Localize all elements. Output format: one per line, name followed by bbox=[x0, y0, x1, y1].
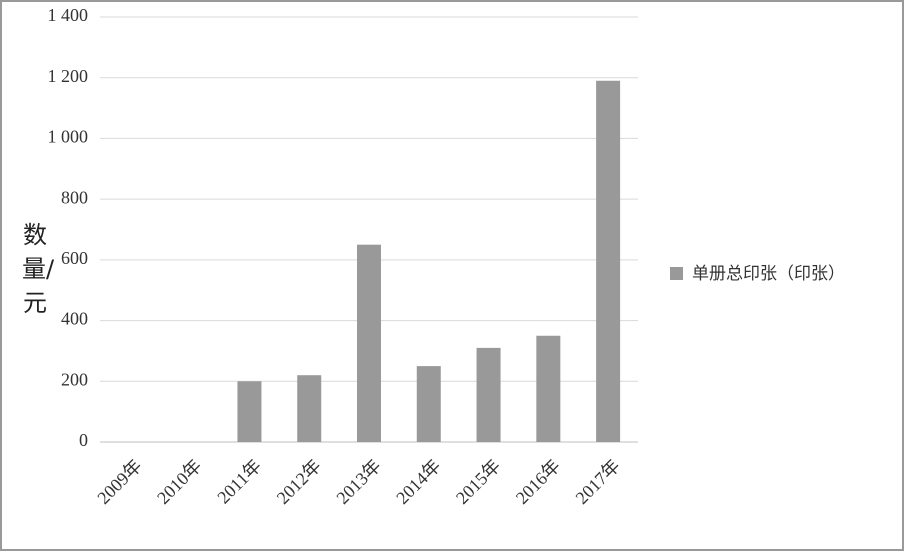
y-tick-label: 1 000 bbox=[48, 127, 89, 147]
bar bbox=[416, 366, 441, 442]
y-tick-label: 400 bbox=[61, 309, 88, 329]
bar bbox=[536, 335, 561, 442]
x-tick-label: 2010年 bbox=[153, 456, 205, 508]
x-tick-label: 2015年 bbox=[452, 456, 504, 508]
bar bbox=[476, 347, 501, 442]
x-tick-label: 2017年 bbox=[572, 456, 624, 508]
y-tick-label: 0 bbox=[79, 430, 88, 450]
bar bbox=[596, 80, 621, 442]
y-tick-label: 1 400 bbox=[48, 5, 89, 25]
legend-label: 单册总印张（印张） bbox=[692, 264, 845, 284]
bar bbox=[357, 244, 381, 442]
x-tick-label: 2014年 bbox=[392, 456, 444, 508]
x-tick-label: 2011年 bbox=[213, 456, 265, 508]
x-tick-label: 2009年 bbox=[93, 456, 145, 508]
bar bbox=[237, 381, 262, 442]
bar bbox=[297, 375, 322, 442]
x-tick-label: 2012年 bbox=[273, 456, 325, 508]
x-tick-label: 2013年 bbox=[332, 456, 384, 508]
y-tick-label: 600 bbox=[61, 248, 88, 268]
x-tick-label: 2016年 bbox=[512, 456, 564, 508]
y-tick-label: 200 bbox=[61, 369, 88, 389]
y-tick-label: 800 bbox=[61, 187, 88, 207]
y-axis-label: 数量/元 bbox=[22, 221, 55, 317]
legend-swatch bbox=[670, 267, 683, 280]
y-tick-label: 1 200 bbox=[48, 66, 89, 86]
